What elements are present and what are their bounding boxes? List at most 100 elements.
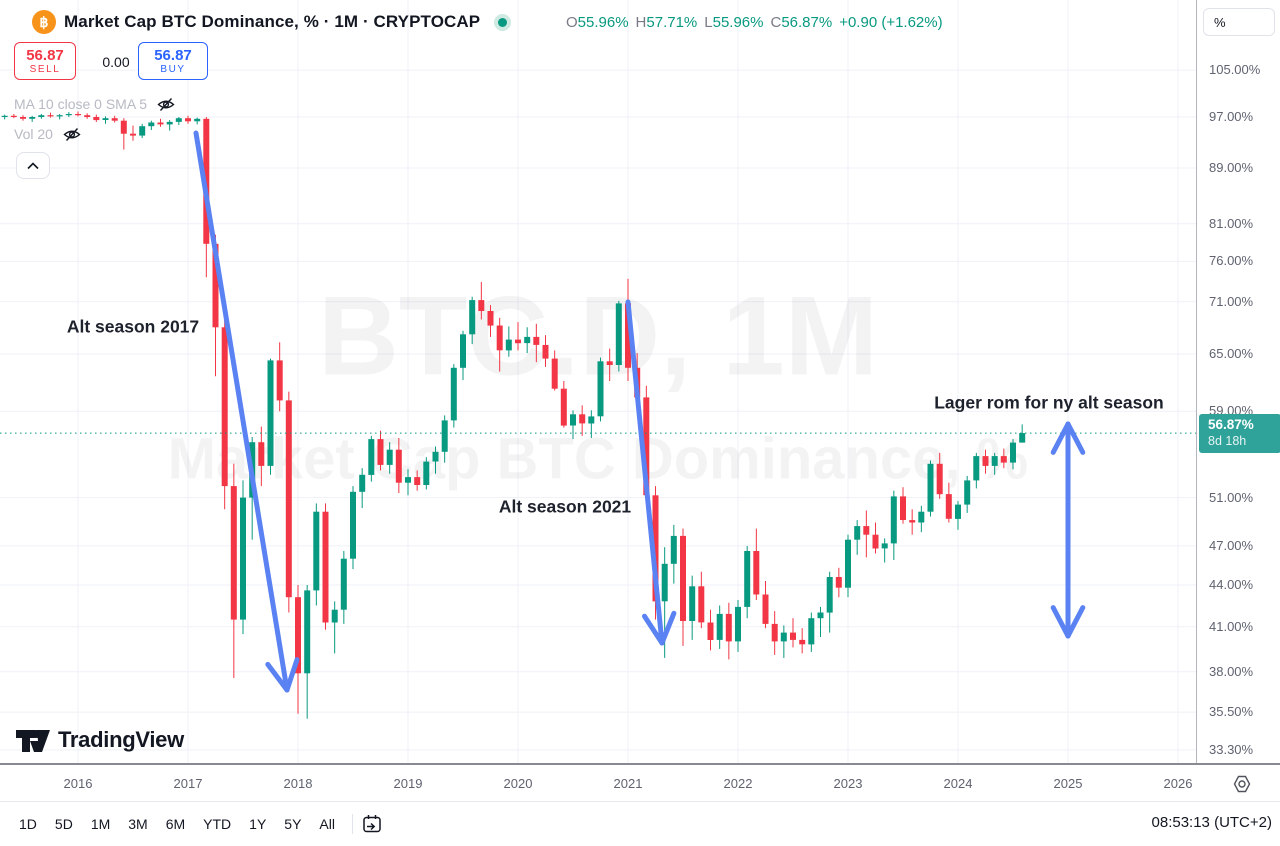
candle[interactable] [322, 511, 329, 623]
candle[interactable] [29, 117, 36, 119]
candle[interactable] [744, 551, 751, 607]
trend-arrow[interactable] [625, 299, 677, 646]
candle[interactable] [175, 118, 182, 122]
symbol-title[interactable]: Market Cap BTC Dominance, % · 1M · CRYPT… [64, 12, 481, 31]
candle[interactable] [826, 577, 833, 613]
candle[interactable] [716, 613, 723, 640]
candle[interactable] [377, 439, 384, 465]
candle[interactable] [505, 339, 512, 351]
eye-hidden-icon[interactable] [157, 97, 175, 112]
candle[interactable] [707, 622, 714, 641]
candle[interactable] [579, 414, 586, 424]
candle[interactable] [1010, 442, 1016, 463]
candle[interactable] [276, 360, 283, 401]
candle[interactable] [551, 358, 558, 389]
range-button-1d[interactable]: 1D [19, 816, 37, 832]
candle[interactable] [194, 118, 201, 122]
candle[interactable] [350, 491, 356, 559]
candle[interactable] [1000, 456, 1007, 463]
candle[interactable] [148, 122, 155, 127]
candle[interactable] [285, 400, 292, 598]
candle[interactable] [130, 133, 136, 136]
candle[interactable] [230, 486, 237, 620]
candle[interactable] [680, 535, 686, 621]
candle[interactable] [93, 117, 100, 121]
range-button-ytd[interactable]: YTD [203, 816, 232, 832]
range-button-3m[interactable]: 3M [128, 816, 148, 832]
eye-hidden-icon[interactable] [63, 127, 81, 142]
range-button-all[interactable]: All [319, 816, 335, 832]
candle[interactable] [441, 420, 448, 452]
candle[interactable] [524, 336, 531, 344]
candle[interactable] [918, 511, 925, 523]
candle[interactable] [185, 118, 191, 122]
candle[interactable] [936, 463, 943, 495]
candle[interactable] [560, 388, 567, 426]
candle[interactable] [533, 336, 540, 345]
candle[interactable] [423, 461, 430, 485]
candle[interactable] [817, 612, 824, 619]
range-button-5d[interactable]: 5D [54, 816, 73, 832]
candle[interactable] [331, 609, 338, 623]
go-to-date-button[interactable] [361, 813, 383, 835]
range-button-1m[interactable]: 1M [90, 816, 111, 832]
candle[interactable] [166, 121, 173, 125]
candle[interactable] [854, 526, 861, 540]
candle[interactable] [221, 327, 228, 487]
candle[interactable] [47, 115, 54, 117]
candle[interactable] [65, 114, 72, 116]
trend-arrow[interactable] [1050, 421, 1086, 639]
candle[interactable] [102, 118, 109, 120]
candle[interactable] [735, 606, 741, 642]
candle[interactable] [75, 114, 81, 116]
candle[interactable] [120, 120, 127, 134]
candle[interactable] [973, 456, 980, 481]
candle[interactable] [927, 463, 934, 512]
candle[interactable] [872, 534, 879, 549]
candle[interactable] [450, 367, 457, 421]
trend-arrow[interactable] [193, 130, 300, 693]
price-axis[interactable]: % 105.00% 97.00% 89.00% 81.00% 76.00% 71.00% 6… [1196, 0, 1280, 801]
candle[interactable] [542, 345, 549, 359]
candle[interactable] [955, 504, 961, 519]
candle[interactable] [432, 451, 439, 462]
candle[interactable] [900, 496, 906, 520]
candle[interactable] [313, 511, 320, 591]
candle[interactable] [588, 416, 595, 424]
candle[interactable] [1, 115, 8, 117]
candle[interactable] [909, 520, 916, 523]
candle[interactable] [56, 115, 63, 117]
candle[interactable] [1019, 433, 1026, 443]
sell-button[interactable]: 56.87 SELL [14, 42, 76, 80]
candle[interactable] [890, 496, 897, 544]
candle[interactable] [368, 439, 375, 475]
candle[interactable] [469, 300, 476, 335]
candle[interactable] [84, 115, 91, 117]
candle[interactable] [405, 477, 411, 483]
candle[interactable] [597, 361, 604, 417]
axis-settings-icon[interactable] [1232, 774, 1252, 794]
candle[interactable] [753, 551, 760, 595]
candle[interactable] [725, 613, 732, 642]
candle[interactable] [460, 334, 466, 368]
time-axis[interactable]: 2016 2017 2018 2019 2020 2021 2022 2023 2024 2025… [0, 763, 1280, 801]
candle[interactable] [267, 360, 274, 466]
candle[interactable] [881, 543, 888, 549]
candle[interactable] [414, 477, 421, 485]
range-button-6m[interactable]: 6M [165, 816, 186, 832]
annotation-text[interactable]: Alt season 2021 [499, 497, 632, 517]
candle[interactable] [38, 115, 45, 117]
candle[interactable] [496, 325, 503, 351]
candle[interactable] [964, 480, 971, 505]
collapse-legend-button[interactable] [16, 152, 50, 179]
candle[interactable] [625, 303, 631, 368]
candle[interactable] [157, 122, 164, 125]
range-button-5y[interactable]: 5Y [284, 816, 302, 832]
candle[interactable] [258, 442, 265, 466]
candle[interactable] [991, 456, 998, 466]
annotation-text[interactable]: Lager rom for ny alt season [934, 393, 1164, 413]
candle[interactable] [808, 618, 815, 645]
candle[interactable] [340, 558, 347, 610]
candle[interactable] [478, 300, 485, 311]
